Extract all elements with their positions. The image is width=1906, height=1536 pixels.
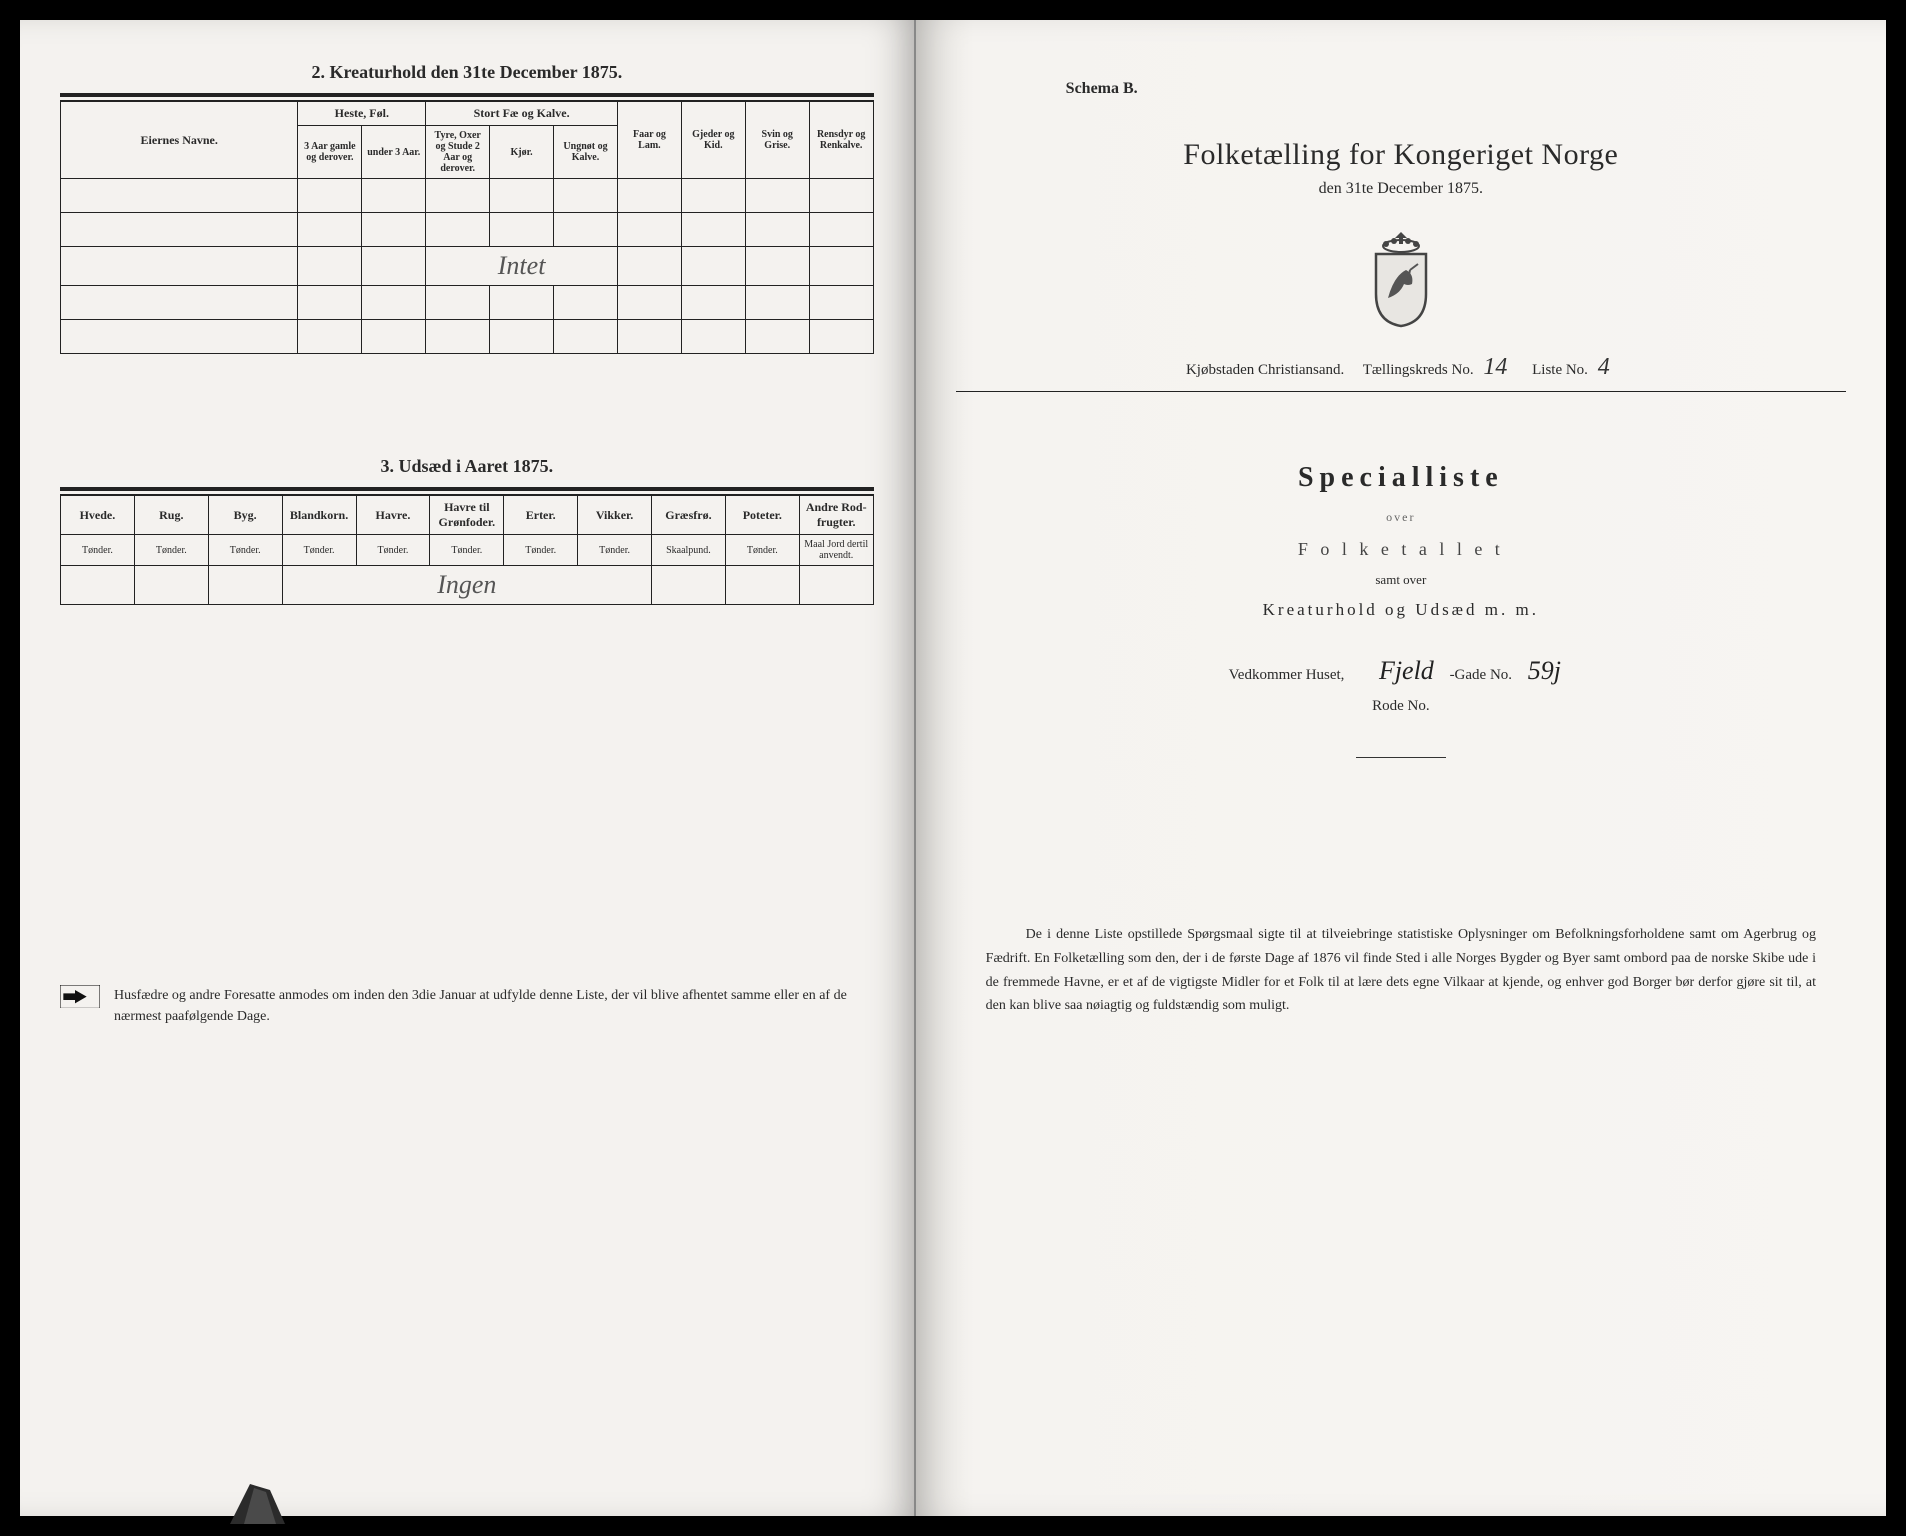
seed-unit: Skaalpund. [652, 535, 726, 566]
heste-sub1: 3 Aar gamle og derover. [298, 126, 362, 179]
stort-sub3: Ungnøt og Kalve. [554, 126, 618, 179]
seed-col: Byg. [208, 496, 282, 535]
seed-header-row: Hvede. Rug. Byg. Blandkorn. Havre. Havre… [61, 496, 874, 535]
census-date: den 31te December 1875. [956, 180, 1846, 198]
left-page: 2. Kreaturhold den 31te December 1875. E… [20, 20, 916, 1516]
livestock-table: Eiernes Navne. Heste, Føl. Stort Fæ og K… [60, 101, 874, 354]
seed-unit: Tønder. [725, 535, 799, 566]
owner-header: Eiernes Navne. [61, 102, 298, 179]
stort-sub2: Kjør. [490, 126, 554, 179]
book-spread: 2. Kreaturhold den 31te December 1875. E… [20, 20, 1886, 1516]
heste-sub2: under 3 Aar. [362, 126, 426, 179]
district-line: Kjøbstaden Christiansand. Tællingskreds … [956, 354, 1846, 381]
vedkommer-label: Vedkommer Huset, [1229, 667, 1345, 683]
rule [60, 93, 874, 101]
tellingskreds-value: 14 [1477, 354, 1513, 380]
seed-unit: Maal Jord dertil anvendt. [799, 535, 873, 566]
stort-sub1: Tyre, Oxer og Stude 2 Aar og derover. [426, 126, 490, 179]
footnote: Husfædre og andre Foresatte anmodes om i… [60, 985, 874, 1027]
svin-header: Svin og Grise. [745, 102, 809, 179]
folketallet-label: F o l k e t a l l e t [956, 539, 1846, 560]
seed-col: Blandkorn. [282, 496, 356, 535]
footnote-text: Husfædre og andre Foresatte anmodes om i… [114, 985, 874, 1027]
gjeder-header: Gjeder og Kid. [681, 102, 745, 179]
seed-col: Græsfrø. [652, 496, 726, 535]
rensdyr-header: Rensdyr og Renkalve. [809, 102, 873, 179]
thumb-graphic [230, 1484, 300, 1524]
liste-label: Liste No. [1532, 362, 1588, 378]
rule [60, 487, 874, 495]
liste-value: 4 [1592, 354, 1616, 380]
section2-title: 2. Kreaturhold den 31te December 1875. [60, 62, 874, 83]
seed-col: Erter. [504, 496, 578, 535]
right-page: Schema B. Folketælling for Kongeriget No… [916, 20, 1886, 1516]
seed-table: Hvede. Rug. Byg. Blandkorn. Havre. Havre… [60, 495, 874, 605]
seed-unit: Tønder. [356, 535, 430, 566]
stort-header: Stort Fæ og Kalve. [426, 102, 618, 126]
huset-handwritten: Fjeld [1367, 656, 1446, 685]
seed-col: Poteter. [725, 496, 799, 535]
faar-header: Faar og Lam. [617, 102, 681, 179]
seed-units-row: Tønder. Tønder. Tønder. Tønder. Tønder. … [61, 535, 874, 566]
seed-unit: Tønder. [208, 535, 282, 566]
kreaturhold-label: Kreaturhold og Udsæd m. m. [956, 600, 1846, 620]
section3-title: 3. Udsæd i Aaret 1875. [60, 456, 874, 477]
schema-label: Schema B. [1066, 80, 1846, 98]
seed-unit: Tønder. [430, 535, 504, 566]
seed-col: Andre Rod-frugter. [799, 496, 873, 535]
seed-unit: Tønder. [504, 535, 578, 566]
gade-label: -Gade No. [1450, 667, 1512, 683]
seed-unit: Tønder. [134, 535, 208, 566]
kjobstad-label: Kjøbstaden Christiansand. [1186, 362, 1344, 378]
seed-unit: Tønder. [578, 535, 652, 566]
samt-over-label: samt over [956, 572, 1846, 588]
point-right-icon [60, 985, 100, 1008]
huset-line: Vedkommer Huset, Fjeld -Gade No. 59j [956, 656, 1846, 686]
seed-col: Vikker. [578, 496, 652, 535]
heste-header: Heste, Føl. [298, 102, 426, 126]
gade-value: 59j [1516, 656, 1573, 685]
seed-col: Rug. [134, 496, 208, 535]
rode-line: Rode No. [956, 698, 1846, 715]
seed-col: Hvede. [61, 496, 135, 535]
seed-col: Havre til Grønfoder. [430, 496, 504, 535]
rule [956, 391, 1846, 392]
seed-unit: Tønder. [282, 535, 356, 566]
census-title: Folketælling for Kongeriget Norge [956, 138, 1846, 172]
livestock-handwritten: Intet [426, 247, 618, 286]
coat-of-arms-icon [1358, 228, 1444, 328]
bottom-paragraph: De i denne Liste opstillede Spørgsmaal s… [956, 923, 1846, 1018]
seed-col: Havre. [356, 496, 430, 535]
seed-unit: Tønder. [61, 535, 135, 566]
seed-handwritten: Ingen [282, 566, 651, 605]
tellingskreds-label: Tællingskreds No. [1363, 362, 1474, 378]
short-rule [1356, 757, 1446, 758]
specialliste-title: Specialliste [956, 462, 1846, 494]
over-label: over [956, 510, 1846, 525]
short-rule-wrap [956, 745, 1846, 763]
